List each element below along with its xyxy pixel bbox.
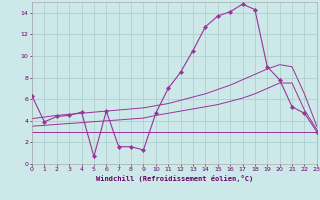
X-axis label: Windchill (Refroidissement éolien,°C): Windchill (Refroidissement éolien,°C) — [96, 175, 253, 182]
